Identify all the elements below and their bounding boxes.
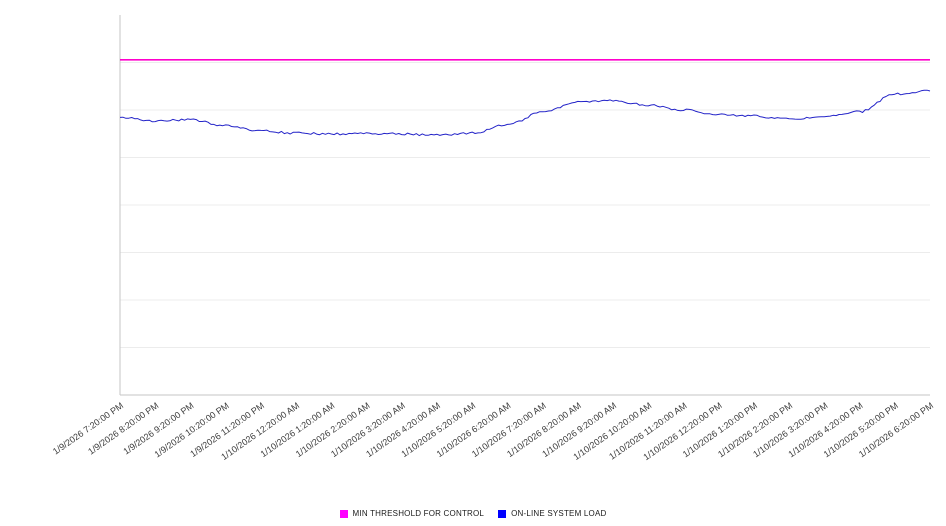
system-load-swatch-icon [498,509,507,518]
legend-label-system-load: ON-LINE SYSTEM LOAD [511,509,607,518]
legend-label-min-threshold: MIN THRESHOLD FOR CONTROL [352,509,485,518]
legend-item-system-load: ON-LINE SYSTEM LOAD [498,509,606,518]
chart-canvas: 1/9/2026 7:20:00 PM1/9/2026 8:20:00 PM1/… [51,15,935,462]
chart-legend: MIN THRESHOLD FOR CONTROL ON-LINE SYSTEM… [0,509,946,518]
legend-item-min-threshold: MIN THRESHOLD FOR CONTROL [339,509,485,518]
min-threshold-swatch-icon [339,509,348,518]
